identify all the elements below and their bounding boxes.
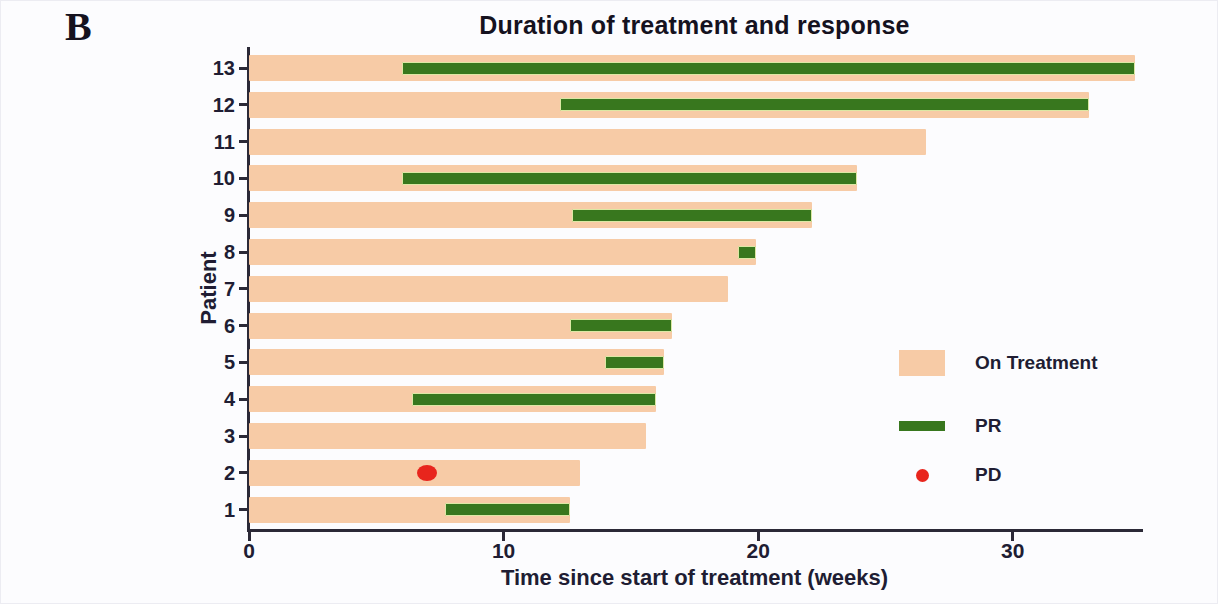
y-tick-label-patient-12: 12 bbox=[195, 95, 235, 115]
y-axis-title: Patient bbox=[196, 238, 222, 338]
x-tick-label-10: 10 bbox=[474, 539, 534, 563]
pr-bar-patient-9 bbox=[572, 209, 811, 222]
y-tick-patient-8 bbox=[239, 251, 248, 254]
pr-bar-patient-13 bbox=[402, 62, 1135, 75]
pd-swatch bbox=[916, 469, 929, 482]
x-tick-label-0: 0 bbox=[219, 539, 279, 563]
pr-bar-patient-6 bbox=[570, 319, 672, 332]
swimmer-plot-figure: B Duration of treatment and response 131… bbox=[0, 0, 1218, 604]
treatment-bar-patient-5 bbox=[249, 349, 664, 375]
y-tick-patient-1 bbox=[239, 508, 248, 511]
pr-swatch bbox=[899, 421, 945, 431]
x-axis-line bbox=[247, 529, 1143, 532]
legend-label-on-treatment: On Treatment bbox=[975, 352, 1097, 374]
y-tick-patient-2 bbox=[239, 471, 248, 474]
y-tick-label-patient-4: 4 bbox=[195, 389, 235, 409]
pr-bar-patient-1 bbox=[445, 503, 570, 516]
pr-bar-patient-4 bbox=[412, 393, 656, 406]
x-tick-label-30: 30 bbox=[983, 539, 1043, 563]
y-tick-patient-13 bbox=[239, 67, 248, 70]
y-tick-label-patient-13: 13 bbox=[195, 58, 235, 78]
y-tick-patient-10 bbox=[239, 177, 248, 180]
y-tick-label-patient-10: 10 bbox=[195, 168, 235, 188]
y-tick-patient-11 bbox=[239, 140, 248, 143]
y-tick-patient-9 bbox=[239, 214, 248, 217]
pr-bar-patient-12 bbox=[560, 98, 1090, 111]
y-tick-patient-12 bbox=[239, 103, 248, 106]
legend-item-pd: PD bbox=[899, 464, 1001, 486]
legend-item-on-treatment: On Treatment bbox=[899, 350, 1097, 376]
y-tick-label-patient-2: 2 bbox=[195, 463, 235, 483]
y-tick-patient-5 bbox=[239, 361, 248, 364]
y-tick-patient-3 bbox=[239, 435, 248, 438]
pd-dot-patient-2 bbox=[417, 465, 437, 481]
treatment-bar-patient-11 bbox=[249, 129, 926, 155]
legend-item-pr: PR bbox=[899, 415, 1001, 437]
x-axis-title: Time since start of treatment (weeks) bbox=[249, 565, 1140, 591]
pr-bar-patient-8 bbox=[738, 246, 756, 259]
y-tick-label-patient-3: 3 bbox=[195, 426, 235, 446]
plot-area: 131211109876543210102030 bbox=[1, 1, 1218, 604]
treatment-bar-patient-2 bbox=[249, 460, 580, 486]
treatment-bar-patient-3 bbox=[249, 423, 646, 449]
y-tick-patient-7 bbox=[239, 287, 248, 290]
y-tick-label-patient-11: 11 bbox=[195, 132, 235, 152]
on-treatment-swatch bbox=[899, 350, 945, 376]
y-tick-patient-6 bbox=[239, 324, 248, 327]
y-tick-label-patient-1: 1 bbox=[195, 500, 235, 520]
y-tick-label-patient-9: 9 bbox=[195, 205, 235, 225]
legend-label-pr: PR bbox=[975, 415, 1001, 437]
treatment-bar-patient-8 bbox=[249, 239, 756, 265]
pr-bar-patient-10 bbox=[402, 172, 858, 185]
pr-bar-patient-5 bbox=[605, 356, 664, 369]
legend-label-pd: PD bbox=[975, 464, 1001, 486]
y-tick-label-patient-5: 5 bbox=[195, 352, 235, 372]
y-tick-patient-4 bbox=[239, 398, 248, 401]
treatment-bar-patient-7 bbox=[249, 276, 728, 302]
x-tick-label-20: 20 bbox=[728, 539, 788, 563]
